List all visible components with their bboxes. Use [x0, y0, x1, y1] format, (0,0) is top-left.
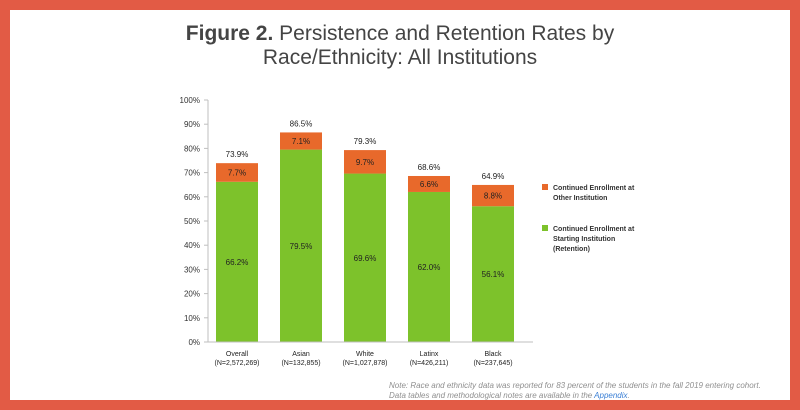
bar-retention [280, 149, 322, 342]
bar-other-institution [216, 163, 258, 182]
x-tick-label: Asian [292, 351, 310, 358]
data-label-other: 8.8% [484, 192, 502, 201]
y-tick-label: 30% [184, 265, 200, 274]
x-tick-n: (N=1,027,878) [343, 360, 388, 367]
bar-other-institution [344, 150, 386, 174]
y-tick-label: 20% [184, 290, 200, 299]
data-label-other: 7.1% [292, 137, 310, 146]
y-tick-label: 100% [180, 96, 200, 105]
x-tick-n: (N=132,855) [281, 360, 320, 367]
bar-other-institution [472, 184, 514, 207]
bar-other-institution [408, 175, 450, 192]
legend-swatch [542, 184, 548, 190]
chart-title-line2: Race/Ethnicity: All Institutions [262, 46, 538, 69]
data-label-retention: 62.0% [418, 263, 441, 272]
bar-retention [408, 191, 450, 342]
x-tick-label: White [356, 351, 374, 358]
legend-label: Continued Enrollment at [553, 185, 635, 192]
total-label: 73.9% [226, 150, 249, 159]
bar-retention [216, 181, 258, 342]
y-tick-label: 60% [184, 193, 200, 202]
chart-title-line1: Persistence and Retention Rates by [279, 22, 615, 45]
data-label-retention: 56.1% [482, 270, 505, 279]
legend-label: Starting Institution [553, 236, 615, 243]
legend-label: (Retention) [553, 246, 590, 253]
footnote-line2-suffix: . [627, 391, 630, 400]
total-label: 68.6% [418, 163, 441, 172]
figure-card: Figure 2. Persistence and Retention Rate… [10, 10, 790, 400]
total-label: 79.3% [354, 137, 377, 146]
data-label-other: 9.7% [356, 158, 374, 167]
total-label: 86.5% [290, 119, 313, 128]
legend-label: Other Institution [553, 195, 607, 202]
y-tick-label: 50% [184, 217, 200, 226]
y-tick-label: 70% [184, 169, 200, 178]
legend-label: Continued Enrollment at [553, 226, 635, 233]
y-tick-label: 90% [184, 120, 200, 129]
data-label-other: 6.6% [420, 180, 438, 189]
footnote-line2-prefix: Data tables and methodological notes are… [389, 391, 595, 400]
chart-title: Figure 2. Persistence and Retention Rate… [10, 22, 790, 70]
data-label-retention: 66.2% [226, 258, 249, 267]
x-tick-n: (N=2,572,269) [215, 360, 260, 367]
chart-title-lead: Figure 2. [185, 22, 274, 45]
footnote-line1: Note: Race and ethnicity data was report… [389, 381, 761, 390]
stacked-bar-chart: 0% 10% 20% 30% 40% 50% 60% 70% 80% 90% 100% 66.2% 7.… [180, 96, 635, 367]
bar-retention [344, 173, 386, 342]
bar-other-institution [280, 132, 322, 150]
y-tick-label: 0% [188, 338, 200, 347]
x-tick-label: Black [484, 351, 502, 358]
footnote-line2: Data tables and methodological notes are… [389, 391, 761, 401]
y-tick-label: 40% [184, 241, 200, 250]
data-label-retention: 69.6% [354, 254, 377, 263]
x-tick-label: Overall [226, 351, 249, 358]
appendix-link[interactable]: Appendix [594, 391, 628, 400]
x-tick-n: (N=237,645) [473, 360, 512, 367]
footnote: Note: Race and ethnicity data was report… [389, 381, 761, 401]
data-label-other: 7.7% [228, 168, 246, 177]
total-label: 64.9% [482, 172, 505, 181]
legend-swatch [542, 225, 548, 231]
y-tick-label: 10% [184, 314, 200, 323]
data-label-retention: 79.5% [290, 242, 313, 251]
y-tick-label: 80% [184, 144, 200, 153]
x-tick-label: Latinx [420, 351, 439, 358]
x-tick-n: (N=426,211) [410, 360, 449, 367]
bar-retention [472, 206, 514, 342]
